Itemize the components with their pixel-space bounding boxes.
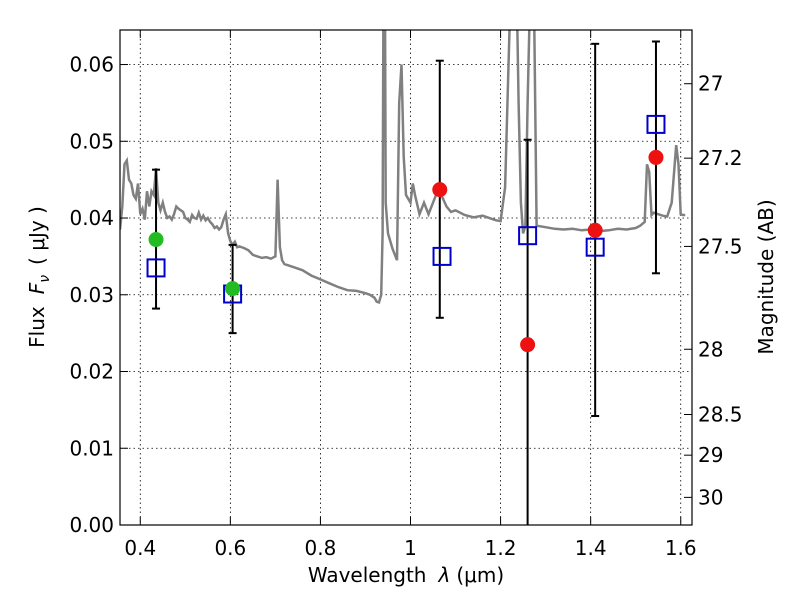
axis-ticks: 0.4 0.6 0.8 1 1.2 1.4 1.6 0.00 0.01 0.02 0.03 0.04 0…	[69, 30, 743, 560]
data-point	[432, 182, 448, 198]
y-axis-label: FluxFν( μJy )	[25, 206, 53, 348]
x-tick-label: 1.4	[575, 536, 607, 560]
y-tick-label: 0.03	[69, 283, 114, 307]
y-tick-label: 0.06	[69, 53, 114, 77]
x-axis-label: Wavelength λ (μm)	[308, 563, 504, 587]
x-tick-label: 1.2	[485, 536, 517, 560]
model-squares	[146, 114, 666, 304]
x-tick-label: 1.6	[665, 536, 697, 560]
x-tick-label: 0.4	[124, 536, 156, 560]
model-square	[585, 237, 605, 257]
data-point	[520, 337, 536, 353]
data-point	[225, 281, 241, 297]
y2-tick-label: 27	[698, 72, 723, 96]
model-square	[518, 226, 538, 246]
y-tick-label: 0.04	[69, 206, 114, 230]
x-tick-label: 1	[404, 536, 417, 560]
data-point	[648, 149, 664, 165]
model-square	[146, 258, 166, 278]
x-tick-label: 0.6	[214, 536, 246, 560]
y2-tick-label: 30	[698, 485, 723, 509]
spectrum-line	[120, 30, 686, 304]
y2-tick-label: 28.5	[698, 402, 743, 426]
model-square	[432, 246, 452, 266]
plot-frame	[119, 29, 693, 526]
observed-points	[148, 149, 664, 353]
x-tick-label: 0.8	[305, 536, 337, 560]
y2-axis-label: Magnitude (AB)	[754, 199, 778, 354]
y2-tick-label: 28	[698, 337, 723, 361]
y2-tick-label: 27.2	[698, 146, 743, 170]
y-tick-label: 0.00	[69, 513, 114, 537]
y-tick-label: 0.02	[69, 360, 114, 384]
model-square	[646, 114, 666, 134]
y-tick-label: 0.01	[69, 436, 114, 460]
grid-lines	[120, 30, 692, 525]
y2-tick-label: 29	[698, 443, 723, 467]
y-tick-label: 0.05	[69, 129, 114, 153]
data-point	[587, 222, 603, 238]
data-point	[148, 232, 164, 248]
y2-tick-label: 27.5	[698, 234, 743, 258]
